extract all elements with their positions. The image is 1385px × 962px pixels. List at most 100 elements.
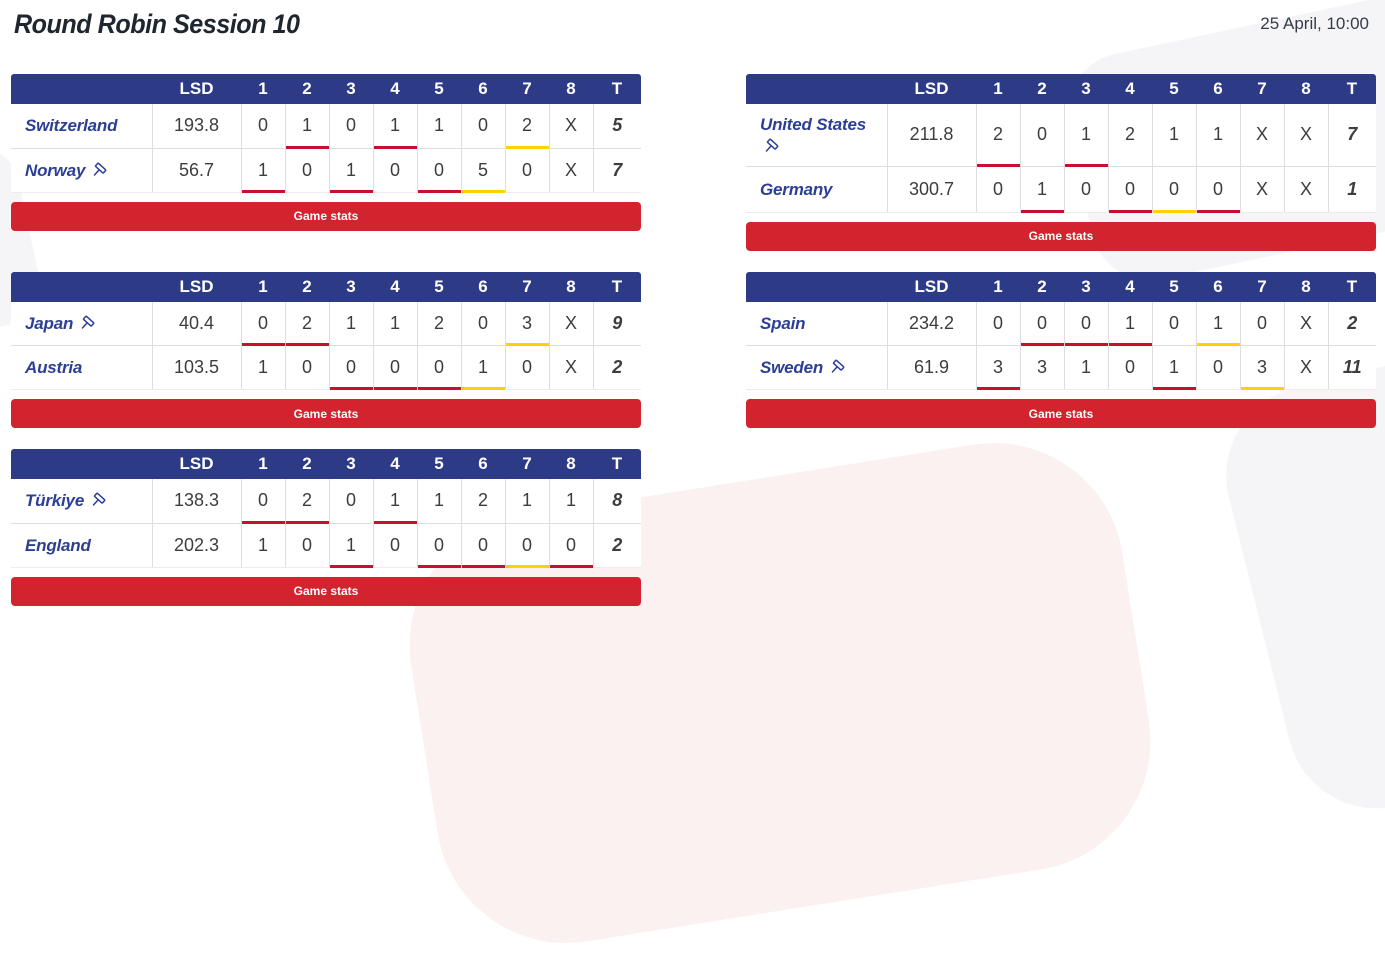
- team-name: Spain: [760, 313, 806, 333]
- lsd-column-header: LSD: [887, 74, 976, 104]
- end-score: 1: [460, 345, 505, 390]
- end-score: 3: [975, 345, 1020, 390]
- page-header: Round Robin Session 10 25 April, 10:00: [0, 0, 1385, 40]
- end-score: 0: [284, 147, 329, 193]
- team-cell: Spain: [746, 301, 887, 346]
- end-score: 2: [1107, 104, 1152, 166]
- team-cell: Switzerland: [11, 104, 152, 148]
- end-score: 3: [1019, 345, 1064, 390]
- end-column-header: 6: [1196, 271, 1240, 302]
- end-score: 1: [1151, 104, 1196, 166]
- game-stats-button[interactable]: Game stats: [11, 399, 641, 428]
- lsd-value: 138.3: [151, 479, 241, 523]
- end-column-header: 1: [976, 74, 1020, 104]
- end-score: 0: [1239, 301, 1284, 346]
- end-column-header: 7: [505, 271, 549, 302]
- game-card-spain-sweden: LSD 1 2 3 4 5 6 7 8 T Spain 234.2 0: [746, 271, 1376, 428]
- team-row: United States 211.8 2 0 1 2 1 1 X X 7: [746, 104, 1376, 167]
- end-column-header: 2: [1020, 271, 1064, 302]
- end-score: 0: [416, 522, 461, 568]
- end-column-header: 3: [329, 74, 373, 104]
- team-name: Türkiye: [25, 491, 85, 511]
- team-name: Sweden: [760, 358, 824, 377]
- end-score: 0: [416, 345, 461, 390]
- end-column-header: 1: [241, 74, 285, 104]
- end-score: 0: [460, 104, 505, 148]
- lsd-column-header: LSD: [152, 449, 241, 479]
- end-score: 0: [372, 345, 417, 390]
- end-column-header: 4: [373, 271, 417, 302]
- score-table: LSD 1 2 3 4 5 6 7 8 T United States 211.…: [746, 74, 1376, 213]
- end-column-header: 1: [976, 271, 1020, 302]
- team-name: Japan: [25, 313, 74, 333]
- end-score: 1: [372, 301, 417, 346]
- total-score: 1: [1327, 165, 1376, 213]
- lsd-value: 56.7: [151, 147, 241, 193]
- end-score: 0: [372, 522, 417, 568]
- end-score: 1: [240, 522, 285, 568]
- game-stats-button[interactable]: Game stats: [746, 221, 1376, 251]
- team-column-header: [11, 271, 152, 302]
- end-column-header: 8: [549, 449, 593, 479]
- lsd-value: 202.3: [151, 522, 241, 568]
- hammer-icon: [89, 492, 106, 509]
- end-column-header: 1: [241, 271, 285, 302]
- game-card-turkiye-england: LSD 1 2 3 4 5 6 7 8 T Türkiye 138.3 0: [11, 449, 641, 606]
- end-score: 1: [416, 104, 461, 148]
- end-score: 0: [240, 479, 285, 524]
- game-stats-button[interactable]: Game stats: [746, 399, 1376, 428]
- end-score: 0: [284, 345, 329, 390]
- end-score: 2: [284, 479, 329, 524]
- end-score: 2: [284, 301, 329, 346]
- end-column-header: 7: [505, 449, 549, 479]
- end-column-header: 2: [1020, 74, 1064, 104]
- end-column-header: 7: [1240, 74, 1284, 104]
- team-cell: United States: [746, 104, 887, 166]
- team-cell: Norway: [11, 147, 152, 193]
- total-column-header: T: [1328, 74, 1376, 104]
- end-score: 1: [1151, 345, 1196, 390]
- end-score: X: [1239, 104, 1284, 166]
- total-score: 2: [592, 522, 641, 568]
- end-column-header: 5: [1152, 271, 1196, 302]
- team-name: Norway: [25, 160, 86, 180]
- team-row: Spain 234.2 0 0 0 1 0 1 0 X 2: [746, 301, 1376, 346]
- team-column-header: [746, 271, 887, 302]
- lsd-value: 234.2: [886, 301, 976, 346]
- end-score: 2: [504, 104, 549, 149]
- total-column-header: T: [593, 449, 641, 479]
- end-score: X: [1283, 301, 1328, 346]
- end-score: 1: [328, 301, 373, 346]
- end-score: 0: [328, 479, 373, 523]
- score-table: LSD 1 2 3 4 5 6 7 8 T Türkiye 138.3 0: [11, 449, 641, 568]
- hammer-icon: [90, 162, 107, 179]
- hammer-icon: [828, 359, 845, 376]
- hammer-icon: [78, 315, 95, 332]
- score-header-row: LSD 1 2 3 4 5 6 7 8 T: [746, 74, 1376, 104]
- lsd-value: 40.4: [151, 301, 241, 346]
- team-column-header: [11, 74, 152, 104]
- team-cell: Austria: [11, 345, 152, 390]
- end-score: 0: [504, 522, 549, 568]
- end-column-header: 6: [461, 449, 505, 479]
- end-score: 0: [328, 104, 373, 148]
- end-score: 0: [1063, 165, 1108, 213]
- end-score: 0: [548, 522, 593, 568]
- end-score: 0: [1195, 345, 1240, 390]
- team-cell: Germany: [746, 165, 887, 213]
- lsd-value: 103.5: [151, 345, 241, 390]
- session-datetime: 25 April, 10:00: [1260, 14, 1369, 33]
- game-stats-button[interactable]: Game stats: [11, 576, 641, 606]
- end-column-header: 1: [241, 449, 285, 479]
- end-score: 1: [372, 104, 417, 149]
- page-title: Round Robin Session 10: [14, 9, 300, 39]
- end-column-header: 6: [461, 74, 505, 104]
- total-score: 2: [1327, 301, 1376, 346]
- total-score: 9: [592, 301, 641, 346]
- game-stats-button[interactable]: Game stats: [11, 201, 641, 231]
- team-name: Switzerland: [25, 116, 118, 136]
- end-score: 0: [975, 301, 1020, 346]
- end-score: 0: [504, 147, 549, 193]
- lsd-value: 61.9: [886, 345, 976, 390]
- end-score: 0: [416, 147, 461, 193]
